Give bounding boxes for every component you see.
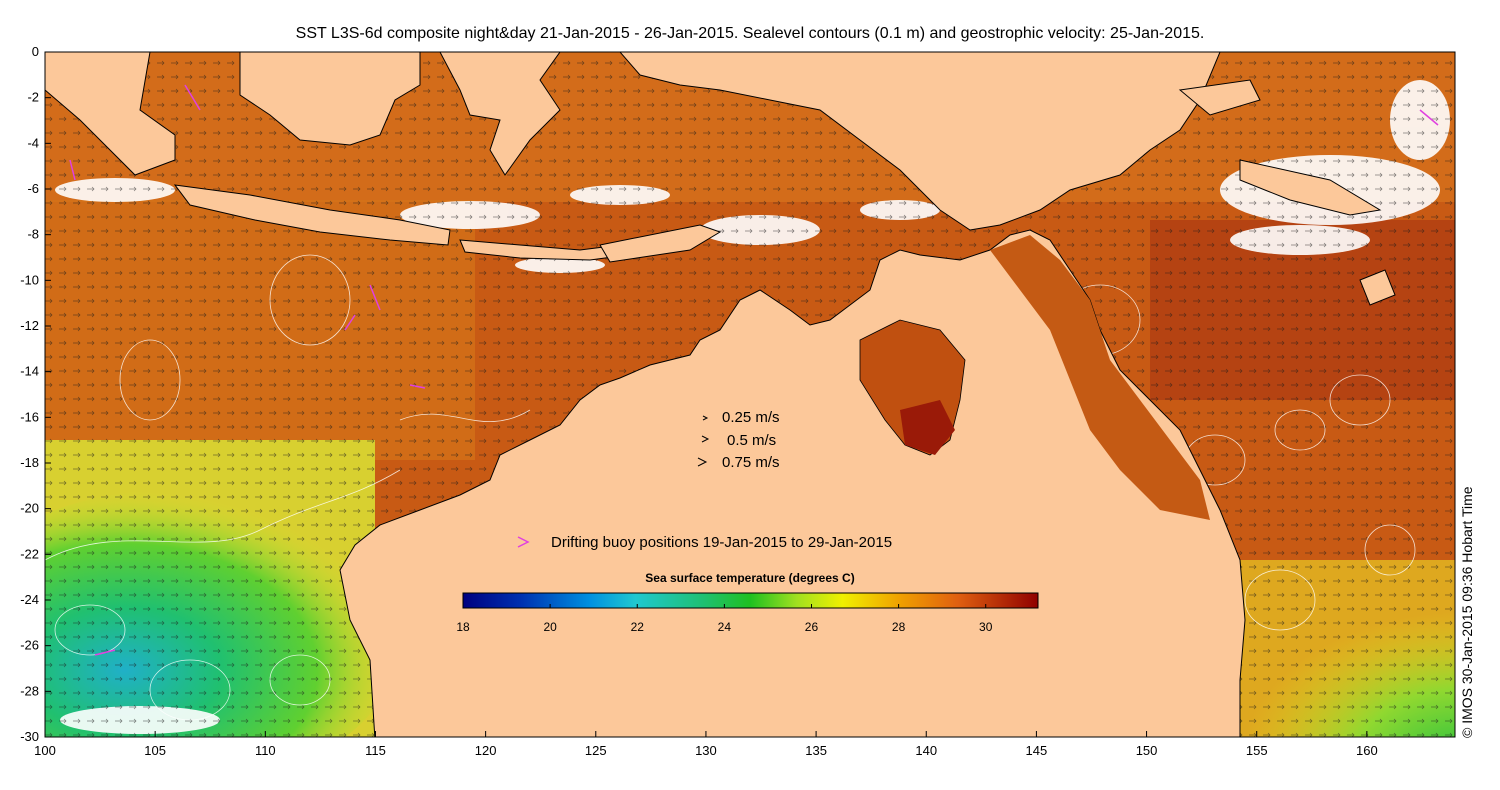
x-tick-label: 115 — [365, 743, 386, 758]
x-tick-label: 160 — [1356, 743, 1378, 758]
colorbar-tick-label: 24 — [718, 620, 732, 634]
coral-sea-sst — [990, 235, 1210, 520]
y-tick-label: -18 — [20, 455, 39, 470]
colorbar-title: Sea surface temperature (degrees C) — [645, 571, 854, 585]
x-tick-label: 105 — [144, 743, 166, 758]
landmasses — [45, 52, 1396, 737]
buoy-legend: Drifting buoy positions 19-Jan-2015 to 2… — [517, 534, 892, 551]
y-tick-label: -8 — [27, 227, 39, 242]
velocity-legend-label-3: 0.75 m/s — [722, 454, 780, 471]
colorbar-tick-label: 22 — [631, 620, 645, 634]
land-java — [173, 184, 451, 246]
colorbar-tick-label: 18 — [456, 620, 470, 634]
map-plot-area — [45, 52, 1455, 737]
y-tick-label: -6 — [27, 181, 39, 196]
y-tick-label: 0 — [32, 44, 39, 59]
x-tick-label: 120 — [475, 743, 497, 758]
y-axis: 0 -2 -4 -6 -8 -10 -12 -14 -16 -18 -20 -22 -24 -26 -28 -… — [20, 44, 51, 744]
velocity-legend-label-2: 0.5 m/s — [727, 432, 776, 449]
x-tick-label: 130 — [695, 743, 717, 758]
x-tick-label: 135 — [805, 743, 827, 758]
colorbar: Sea surface temperature (degrees C) 18 20… — [456, 571, 1039, 634]
velocity-arrow-large-icon — [697, 457, 708, 467]
land-australia — [339, 229, 1246, 737]
x-axis: 100 105 110 115 120 125 130 135 140 145 150 155 160 — [34, 731, 1378, 758]
land-solomons-bismarck — [1239, 159, 1382, 216]
x-tick-label: 100 — [34, 743, 56, 758]
velocity-arrow-medium-icon — [701, 435, 710, 443]
velocity-legend-label-1: 0.25 m/s — [722, 409, 780, 426]
x-tick-label: 155 — [1246, 743, 1268, 758]
y-tick-label: -14 — [20, 364, 39, 379]
land-sumatra — [45, 52, 176, 176]
x-tick-label: 150 — [1136, 743, 1158, 758]
y-tick-label: -20 — [20, 501, 39, 516]
gulf-hot-spot — [900, 400, 955, 455]
x-tick-label: 125 — [585, 743, 607, 758]
sealevel-contours — [45, 254, 1416, 721]
y-tick-label: -12 — [20, 318, 39, 333]
y-tick-label: -26 — [20, 638, 39, 653]
buoy-tracks — [69, 84, 1439, 656]
velocity-legend: 0.25 m/s 0.5 m/s 0.75 m/s — [697, 409, 780, 471]
y-tick-label: -24 — [20, 592, 39, 607]
y-tick-label: -28 — [20, 683, 39, 698]
y-tick-label: -22 — [20, 546, 39, 561]
y-tick-label: -4 — [27, 135, 39, 150]
colorbar-tick-label: 20 — [543, 620, 557, 634]
buoy-legend-label: Drifting buoy positions 19-Jan-2015 to 2… — [551, 534, 892, 551]
y-tick-label: -10 — [20, 272, 39, 287]
land-borneo — [239, 52, 421, 146]
velocity-arrow-small-icon — [702, 415, 709, 421]
plot-frame — [44, 51, 1456, 738]
imos-credit: © IMOS 30-Jan-2015 09:36 Hobart Time — [1459, 486, 1475, 738]
buoy-marker-icon — [517, 536, 530, 548]
colorbar-gradient — [462, 592, 1039, 609]
x-tick-label: 140 — [915, 743, 937, 758]
land-sulawesi — [439, 52, 561, 176]
land-timor — [599, 224, 722, 263]
land-new-guinea — [619, 52, 1221, 231]
y-tick-label: -30 — [20, 729, 39, 744]
x-tick-label: 110 — [255, 743, 276, 758]
figure-title: SST L3S-6d composite night&day 21-Jan-20… — [296, 25, 1205, 42]
x-tick-label: 145 — [1026, 743, 1048, 758]
colorbar-tick-label: 30 — [979, 620, 993, 634]
land-new-britain — [1178, 79, 1261, 116]
y-tick-label: -16 — [20, 409, 39, 424]
colorbar-ticks: 18 20 22 24 26 28 30 — [456, 604, 993, 634]
colorbar-tick-label: 26 — [805, 620, 819, 634]
land-vanuatu-fiji — [1359, 269, 1396, 306]
colorbar-tick-label: 28 — [892, 620, 906, 634]
y-tick-label: -2 — [27, 90, 39, 105]
